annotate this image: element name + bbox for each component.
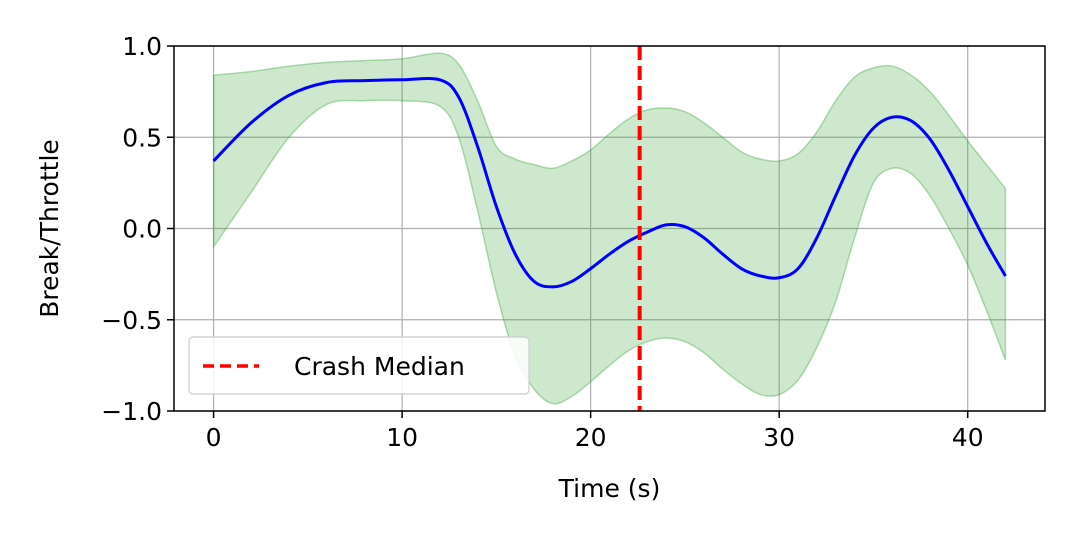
x-tick-label-2: 20 xyxy=(575,423,607,452)
x-axis-ticks: 0 10 20 30 40 xyxy=(206,411,984,452)
x-tick-label-1: 10 xyxy=(386,423,418,452)
confidence-band xyxy=(212,52,1007,405)
legend: Crash Median xyxy=(188,336,530,395)
confidence-band-layer xyxy=(212,52,1007,405)
x-tick-label-3: 30 xyxy=(763,423,795,452)
y-tick-label-0: −1.0 xyxy=(101,397,162,426)
y-tick-label-2: 0.0 xyxy=(122,215,162,244)
y-tick-label-4: 1.0 xyxy=(122,32,162,61)
series-line-0 xyxy=(212,76,1007,289)
legend-box xyxy=(188,336,530,395)
series-line-layer xyxy=(212,76,1007,289)
y-axis-ticks: −1.0 −0.5 0.0 0.5 1.0 xyxy=(101,32,174,426)
x-axis-label: Time (s) xyxy=(558,474,661,503)
x-tick-label-0: 0 xyxy=(206,423,222,452)
x-tick-label-4: 40 xyxy=(952,423,984,452)
y-tick-label-3: 0.5 xyxy=(122,123,162,152)
y-tick-label-1: −0.5 xyxy=(101,306,162,335)
y-axis-label: Break/Throttle xyxy=(35,139,64,318)
legend-entry-crash-median: Crash Median xyxy=(294,352,465,381)
